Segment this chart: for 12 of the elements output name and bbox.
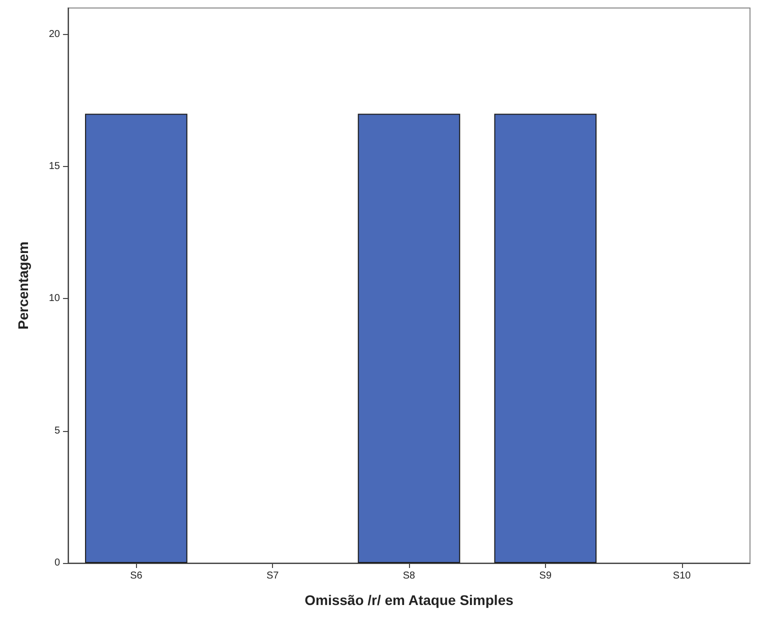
x-tick-label: S9	[539, 570, 552, 582]
y-tick-label: 20	[48, 28, 60, 40]
x-tick-label: S10	[672, 570, 692, 582]
x-axis-title: Omissão /r/ em Ataque Simples	[304, 592, 514, 608]
x-tick-label: S8	[402, 570, 416, 582]
y-tick-label: 5	[54, 425, 60, 436]
y-axis-title: Percentagem	[15, 242, 31, 330]
x-tick-label: S6	[130, 570, 143, 582]
x-tick-label: S7	[266, 570, 280, 582]
y-tick-label: 10	[48, 293, 60, 304]
y-tick-label: 15	[48, 161, 60, 172]
y-tick-label: 0	[54, 558, 60, 568]
